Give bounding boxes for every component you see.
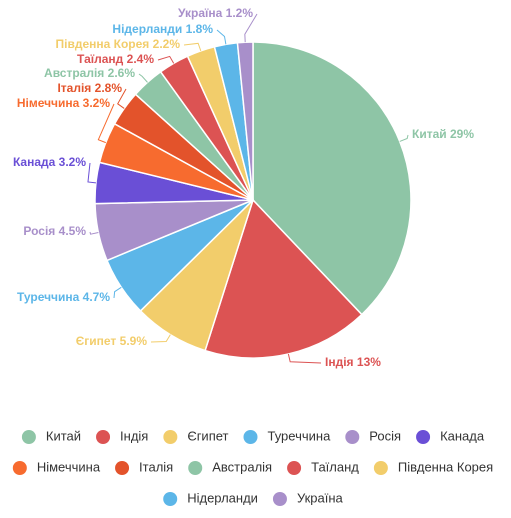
legend-swatch (96, 430, 111, 444)
slice-category: Єгипет (76, 334, 117, 348)
legend-label: Південна Корея (398, 459, 493, 474)
legend-item: Росія (345, 428, 401, 444)
slice-label: Австралія 2.6% (44, 66, 135, 80)
legend-swatch (163, 430, 178, 444)
slice-value: 4.5% (59, 224, 87, 238)
legend-item: Німеччина (12, 459, 101, 475)
legend-label: Канада (440, 428, 485, 443)
legend-swatch (163, 492, 178, 506)
legend-label: Нідерланди (187, 490, 258, 505)
legend-swatch (188, 461, 203, 475)
leader-line (97, 103, 115, 144)
legend-label: Австралія (212, 459, 272, 474)
slice-value: 1.2% (226, 6, 254, 20)
legend-label: Індія (120, 428, 148, 443)
legend-item: Україна (272, 490, 344, 506)
slice-label: Україна 1.2% (178, 6, 253, 20)
leader-line (287, 353, 322, 364)
legend-item: Єгипет (163, 428, 229, 444)
legend-label: Туреччина (267, 428, 331, 443)
slice-category: Південна Корея (56, 37, 150, 51)
legend-label: Україна (297, 490, 344, 505)
slice-category: Індія (325, 355, 354, 369)
leader-line (157, 55, 175, 64)
slice-label: Канада 3.2% (13, 155, 86, 169)
leader-line (89, 231, 99, 235)
legend-label: Італія (139, 459, 173, 474)
legend-swatch (115, 461, 130, 475)
slice-value: 13% (357, 355, 381, 369)
leader-line (150, 334, 171, 343)
slice-category: Туреччина (17, 290, 80, 304)
legend-swatch (345, 430, 360, 444)
leader-line (216, 29, 227, 45)
legend-swatch (373, 461, 388, 475)
slice-label: Німеччина 3.2% (17, 96, 111, 110)
slice-label: Італія 2.8% (57, 81, 122, 95)
pie-slice (236, 41, 254, 201)
slice-value: 4.7% (83, 290, 111, 304)
slice-value: 2.4% (127, 52, 155, 66)
legend-label: Німеччина (37, 459, 101, 474)
slice-category: Китай (412, 127, 447, 141)
slice-category: Україна (178, 6, 223, 20)
slice-category: Австралія (44, 66, 104, 80)
slice-value: 3.2% (59, 155, 87, 169)
legend-label: Єгипет (187, 428, 228, 443)
leader-line (117, 88, 127, 109)
legend-swatch (416, 430, 431, 444)
pie-slice (204, 198, 363, 359)
leader-line (138, 73, 148, 83)
legend-item: Канада (416, 428, 485, 444)
slice-value: 1.8% (186, 22, 214, 36)
legend-item: Таїланд (287, 459, 359, 475)
slice-value: 29% (450, 127, 474, 141)
legend-label: Таїланд (311, 459, 359, 474)
legend-swatch (243, 430, 258, 444)
legend-swatch (287, 461, 302, 475)
leader-line (399, 134, 409, 142)
slice-label: Таїланд 2.4% (77, 52, 154, 66)
legend-item: Італія (115, 459, 173, 475)
legend-item: Нідерланди (163, 490, 258, 506)
leader-line (244, 13, 258, 43)
legend-swatch (12, 461, 27, 475)
slice-label: Нідерланди 1.8% (112, 22, 213, 36)
pie-slice (252, 41, 412, 316)
slice-value: 2.6% (108, 66, 136, 80)
leader-line (183, 42, 202, 52)
slice-label: Росія 4.5% (23, 224, 86, 238)
legend-item: Індія (96, 428, 148, 444)
slice-label: Південна Корея 2.2% (56, 37, 181, 51)
leader-line (113, 286, 122, 299)
legend-item: Туреччина (243, 428, 331, 444)
slice-category: Нідерланди (112, 22, 182, 36)
legend-item: Південна Корея (373, 459, 493, 475)
legend-swatch (272, 492, 287, 506)
slice-label: Китай 29% (412, 127, 474, 141)
slice-label: Туреччина 4.7% (17, 290, 110, 304)
slice-label: Індія 13% (325, 355, 381, 369)
slice-category: Німеччина (17, 96, 80, 110)
slice-value: 5.9% (120, 334, 148, 348)
leader-line (87, 162, 96, 184)
slice-value: 2.2% (153, 37, 181, 51)
slice-value: 3.2% (83, 96, 111, 110)
legend-item: Китай (21, 428, 81, 444)
slice-category: Італія (57, 81, 91, 95)
slice-category: Росія (23, 224, 55, 238)
slice-category: Канада (13, 155, 56, 169)
legend-swatch (21, 430, 36, 444)
legend-label: Росія (369, 428, 401, 443)
legend-label: Китай (46, 428, 81, 443)
slice-category: Таїланд (77, 52, 124, 66)
legend-item: Австралія (188, 459, 272, 475)
slice-value: 2.8% (95, 81, 123, 95)
slice-label: Єгипет 5.9% (76, 334, 148, 348)
